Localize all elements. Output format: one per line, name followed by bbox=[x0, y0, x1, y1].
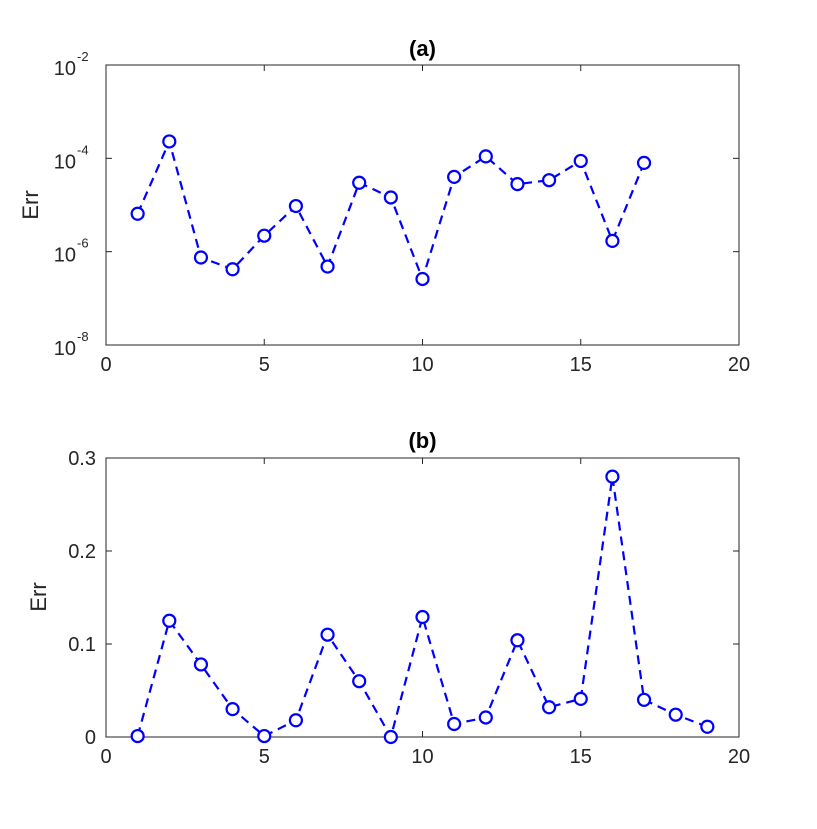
data-point-b-7 bbox=[320, 627, 335, 642]
ticks-b: 0 5 10 15 20 0 0.1 0.2 0.3 bbox=[68, 448, 750, 768]
data-point-b-4 bbox=[225, 701, 240, 717]
y-tick-label-a-3: 10 bbox=[54, 58, 76, 80]
x-tick-label-a-0: 0 bbox=[100, 354, 111, 376]
data-point-b-10 bbox=[415, 609, 430, 625]
panel-b: (b) Err 0 5 10 15 20 0 0.1 0.2 0.3 bbox=[26, 428, 750, 768]
panel-title-b: (b) bbox=[408, 428, 436, 453]
y-axis-label-a: Err bbox=[18, 190, 43, 219]
data-point-b-11 bbox=[447, 716, 462, 732]
data-point-b-8 bbox=[352, 674, 367, 689]
data-point-b-5 bbox=[257, 728, 272, 744]
data-point-b-15 bbox=[573, 691, 588, 706]
data-point-b-2 bbox=[162, 613, 177, 628]
x-tick-label-b-5: 5 bbox=[259, 746, 270, 768]
data-point-b-16 bbox=[605, 469, 620, 484]
y-tick-exponent-a-1: -6 bbox=[77, 236, 89, 251]
data-point-a-9 bbox=[383, 190, 398, 205]
y-tick-label-a-2: 10 bbox=[54, 151, 76, 173]
data-point-b-14 bbox=[541, 700, 557, 715]
y-tick-exponent-a-3: -2 bbox=[77, 49, 89, 64]
data-point-a-15 bbox=[573, 153, 588, 169]
data-point-a-17 bbox=[636, 155, 652, 170]
data-point-a-8 bbox=[352, 175, 367, 190]
data-point-b-6 bbox=[288, 713, 303, 728]
plot-area-a bbox=[105, 64, 740, 346]
x-tick-label-b-0: 0 bbox=[100, 746, 111, 768]
data-point-a-12 bbox=[478, 149, 493, 164]
y-axis-label-b: Err bbox=[26, 582, 51, 611]
data-point-a-14 bbox=[541, 173, 557, 188]
data-point-b-19 bbox=[700, 719, 715, 734]
y-tick-label-b-1: 0.1 bbox=[68, 634, 96, 656]
x-tick-label-a-20: 20 bbox=[728, 354, 750, 376]
series-a bbox=[130, 134, 652, 287]
y-tick-label-b-3: 0.3 bbox=[68, 448, 96, 470]
data-point-a-16 bbox=[605, 233, 620, 249]
y-tick-exponent-a-2: -4 bbox=[77, 142, 89, 157]
data-point-b-3 bbox=[193, 657, 209, 672]
x-tick-label-a-15: 15 bbox=[570, 354, 592, 376]
data-point-a-2 bbox=[162, 134, 177, 149]
data-point-a-7 bbox=[320, 259, 335, 274]
data-point-a-4 bbox=[225, 262, 240, 277]
y-tick-label-a-1: 10 bbox=[54, 245, 76, 267]
y-tick-label-b-0: 0 bbox=[85, 727, 96, 749]
data-point-a-13 bbox=[510, 177, 525, 192]
x-tick-label-a-10: 10 bbox=[411, 354, 433, 376]
plot-area-b bbox=[105, 457, 740, 738]
y-tick-label-b-2: 0.2 bbox=[68, 541, 96, 563]
series-b bbox=[130, 469, 715, 745]
x-tick-label-b-15: 15 bbox=[570, 746, 592, 768]
data-point-b-9 bbox=[383, 729, 398, 745]
x-tick-label-b-10: 10 bbox=[411, 746, 433, 768]
data-point-a-10 bbox=[415, 271, 430, 287]
x-tick-label-b-20: 20 bbox=[728, 746, 750, 768]
data-point-b-17 bbox=[636, 692, 652, 707]
data-point-a-6 bbox=[288, 198, 303, 214]
data-point-b-18 bbox=[668, 707, 683, 722]
data-point-a-3 bbox=[193, 250, 209, 265]
y-tick-label-a-0: 10 bbox=[54, 338, 76, 360]
data-point-a-5 bbox=[257, 228, 272, 243]
data-point-b-12 bbox=[478, 710, 493, 725]
panel-title-a: (a) bbox=[409, 36, 436, 61]
data-point-a-11 bbox=[447, 169, 462, 184]
data-point-a-1 bbox=[130, 206, 145, 221]
data-point-b-13 bbox=[510, 633, 525, 648]
x-tick-label-a-5: 5 bbox=[259, 354, 270, 376]
data-point-b-1 bbox=[130, 728, 145, 744]
y-tick-exponent-a-0: -8 bbox=[77, 329, 89, 344]
